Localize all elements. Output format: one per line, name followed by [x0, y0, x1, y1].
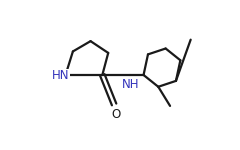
- Text: HN: HN: [52, 69, 69, 82]
- Text: O: O: [112, 108, 121, 120]
- Text: NH: NH: [122, 78, 140, 91]
